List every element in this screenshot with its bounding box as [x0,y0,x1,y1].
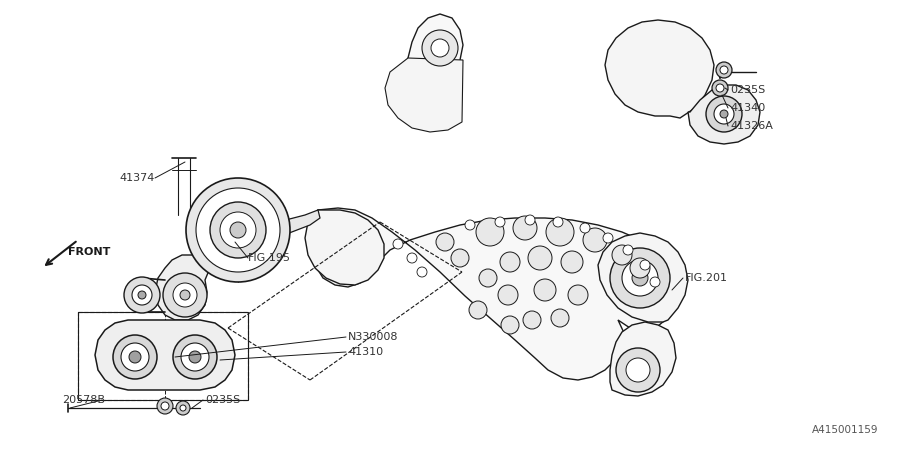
Circle shape [176,401,190,415]
Circle shape [181,343,209,371]
Circle shape [129,351,141,363]
Circle shape [714,104,734,124]
Circle shape [546,218,574,246]
Circle shape [650,277,660,287]
Circle shape [422,30,458,66]
Circle shape [431,39,449,57]
Circle shape [500,252,520,272]
Circle shape [161,402,169,410]
Circle shape [525,215,535,225]
Polygon shape [605,20,714,118]
Circle shape [501,316,519,334]
Text: FIG.195: FIG.195 [248,253,291,263]
Circle shape [498,285,518,305]
Polygon shape [192,183,280,278]
Circle shape [163,273,207,317]
Circle shape [407,253,417,263]
Circle shape [180,405,186,411]
Polygon shape [278,210,320,238]
Circle shape [210,202,266,258]
Circle shape [476,218,504,246]
Text: 41310: 41310 [348,347,383,357]
Polygon shape [385,58,463,132]
Circle shape [610,248,670,308]
Circle shape [230,222,246,238]
Circle shape [173,283,197,307]
Circle shape [180,290,190,300]
Circle shape [632,270,648,286]
Circle shape [189,351,201,363]
Polygon shape [155,255,210,320]
Text: N330008: N330008 [348,332,399,342]
Circle shape [720,110,728,118]
Circle shape [132,285,152,305]
Circle shape [720,66,728,74]
Text: 41374: 41374 [120,173,155,183]
Circle shape [417,267,427,277]
Circle shape [706,96,742,132]
Circle shape [612,245,632,265]
Circle shape [716,84,724,92]
Circle shape [138,291,146,299]
Circle shape [568,285,588,305]
Circle shape [113,335,157,379]
Circle shape [561,251,583,273]
Circle shape [528,246,552,270]
Circle shape [551,309,569,327]
Text: 0235S: 0235S [730,85,765,95]
Polygon shape [95,320,235,390]
Circle shape [436,233,454,251]
Polygon shape [305,210,384,285]
Text: FIG.201: FIG.201 [685,273,728,283]
Circle shape [479,269,497,287]
Circle shape [465,220,475,230]
Text: 20578B: 20578B [62,395,105,405]
Circle shape [553,217,563,227]
Circle shape [534,279,556,301]
Circle shape [513,216,537,240]
Polygon shape [310,208,680,380]
Polygon shape [598,233,688,322]
Text: 0235S: 0235S [205,395,240,405]
Circle shape [583,228,607,252]
Circle shape [603,233,613,243]
Bar [78,312,248,400]
Circle shape [495,217,505,227]
Circle shape [451,249,469,267]
Circle shape [173,335,217,379]
Circle shape [716,62,732,78]
Circle shape [393,239,403,249]
Circle shape [469,301,487,319]
Circle shape [220,212,256,248]
Circle shape [640,260,650,270]
Circle shape [196,188,280,272]
Circle shape [124,277,160,313]
Circle shape [623,245,633,255]
Circle shape [157,398,173,414]
Circle shape [616,348,660,392]
Text: 41326A: 41326A [730,121,773,131]
Circle shape [712,80,728,96]
Polygon shape [408,14,463,82]
Polygon shape [610,322,676,396]
Circle shape [626,358,650,382]
Text: 41340: 41340 [730,103,765,113]
Circle shape [630,258,650,278]
Circle shape [186,178,290,282]
Circle shape [121,343,149,371]
Text: A415001159: A415001159 [812,425,878,435]
Circle shape [523,311,541,329]
Text: FRONT: FRONT [68,247,111,257]
Polygon shape [688,85,760,144]
Circle shape [622,260,658,296]
Circle shape [580,223,590,233]
